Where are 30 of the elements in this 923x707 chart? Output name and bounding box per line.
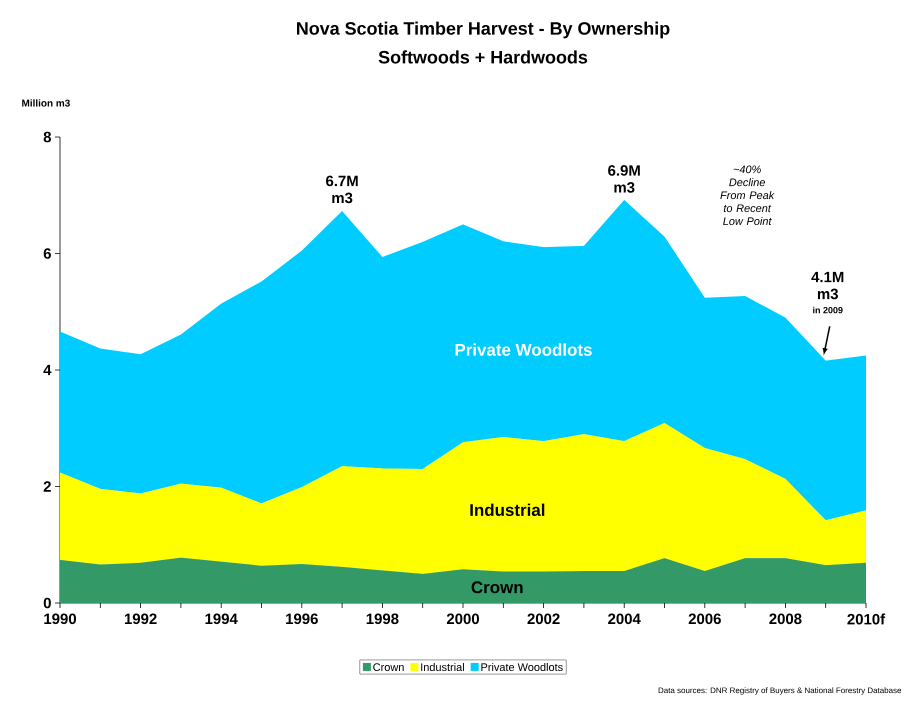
text: Crown <box>472 581 523 594</box>
x-tick-label: 1998 <box>366 614 399 624</box>
chart-subtitle: Softwoods + Hardwoods <box>378 50 588 64</box>
x-tick-label: 2004 <box>608 614 641 624</box>
text: Industrial <box>470 504 544 516</box>
x-tick-label: 2000 <box>446 614 479 624</box>
x-tick-label: 2002 <box>528 614 560 624</box>
legend-label: Crown <box>373 663 404 672</box>
annotation: 4.1M m3 <box>811 272 844 300</box>
x-tick-label: 1994 <box>206 614 238 624</box>
x-tick-label: 1992 <box>124 614 157 624</box>
y-tick-label: 0 <box>44 598 51 608</box>
annotation: ~40% Decline From Peak to Recent Low Point <box>720 165 775 226</box>
annotation: in 2009 <box>813 306 843 314</box>
x-tick-label: 2008 <box>769 614 802 624</box>
y-axis-title: Million m3 <box>22 99 70 107</box>
x-tick-label: 2006 <box>688 614 721 624</box>
y-tick-label: 4 <box>43 364 52 376</box>
x-tick-label: 1996 <box>286 614 318 624</box>
text: Private Woodlots <box>456 343 592 356</box>
annotation: 6.9M m3 <box>608 165 640 193</box>
annotation: 6.7M m3 <box>326 176 358 204</box>
x-tick-label: 1990 <box>44 614 76 624</box>
y-tick-label: 6 <box>44 248 51 259</box>
y-tick-label: 2 <box>44 481 51 492</box>
x-tick-label: 2010f <box>847 614 886 624</box>
legend-label: Private Woodlots <box>481 663 563 672</box>
y-tick-label: 8 <box>44 132 52 142</box>
chart-title: Nova Scotia Timber Harvest - By Ownership <box>297 22 670 38</box>
legend-label: Industrial <box>421 663 464 672</box>
